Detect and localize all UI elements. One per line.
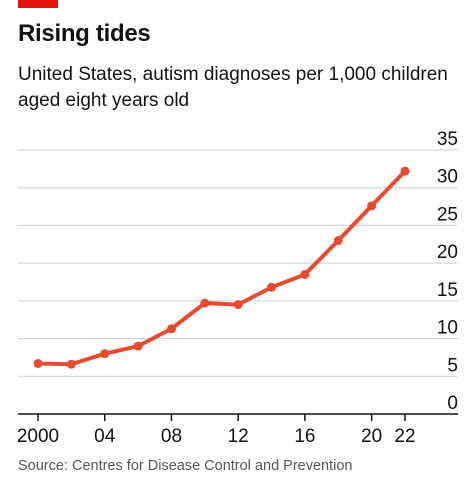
chart-subtitle: United States, autism diagnoses per 1,00… xyxy=(18,64,448,111)
x-tick-label-2016: 16 xyxy=(294,426,315,447)
chart-source: Source: Centres for Disease Control and … xyxy=(18,458,353,474)
data-point-2008 xyxy=(166,324,176,334)
data-point-2020 xyxy=(367,201,377,211)
data-point-2016 xyxy=(300,269,310,279)
data-point-2006 xyxy=(133,341,143,351)
series-line-0 xyxy=(36,169,407,367)
data-point-2022 xyxy=(400,166,410,176)
y-tick-label-25: 25 xyxy=(437,204,458,225)
x-tick-label-2004: 04 xyxy=(94,426,116,447)
x-tick-label-2012: 12 xyxy=(228,426,249,447)
x-tick-label-2000: 2000 xyxy=(17,426,59,447)
data-point-2012 xyxy=(233,300,243,310)
data-point-2004 xyxy=(100,349,110,359)
brand-tag xyxy=(18,0,58,8)
label-layer: 0 5 10 15 20 25 30 35 2000 04 08 12 16 20 22 xyxy=(17,129,458,447)
data-point-2002 xyxy=(66,359,76,369)
y-tick-label-15: 15 xyxy=(437,280,458,301)
y-tick-label-5: 5 xyxy=(447,355,458,376)
y-tick-label-0: 0 xyxy=(447,393,458,414)
grid-layer xyxy=(18,149,458,377)
chart-title: Rising tides xyxy=(18,20,151,47)
y-tick-label-30: 30 xyxy=(437,167,458,188)
x-tick-label-2008: 08 xyxy=(161,426,182,447)
data-point-2018 xyxy=(333,236,343,246)
y-tick-label-35: 35 xyxy=(437,129,458,150)
series-layer xyxy=(33,166,410,369)
y-tick-label-10: 10 xyxy=(437,318,458,339)
y-tick-label-20: 20 xyxy=(437,242,458,263)
axis-layer xyxy=(18,413,458,421)
x-tick-label-2022: 22 xyxy=(394,426,415,447)
data-point-2000 xyxy=(33,358,43,368)
data-point-2014 xyxy=(267,282,277,292)
data-point-2010 xyxy=(200,298,210,308)
x-tick-label-2020: 20 xyxy=(361,426,382,447)
